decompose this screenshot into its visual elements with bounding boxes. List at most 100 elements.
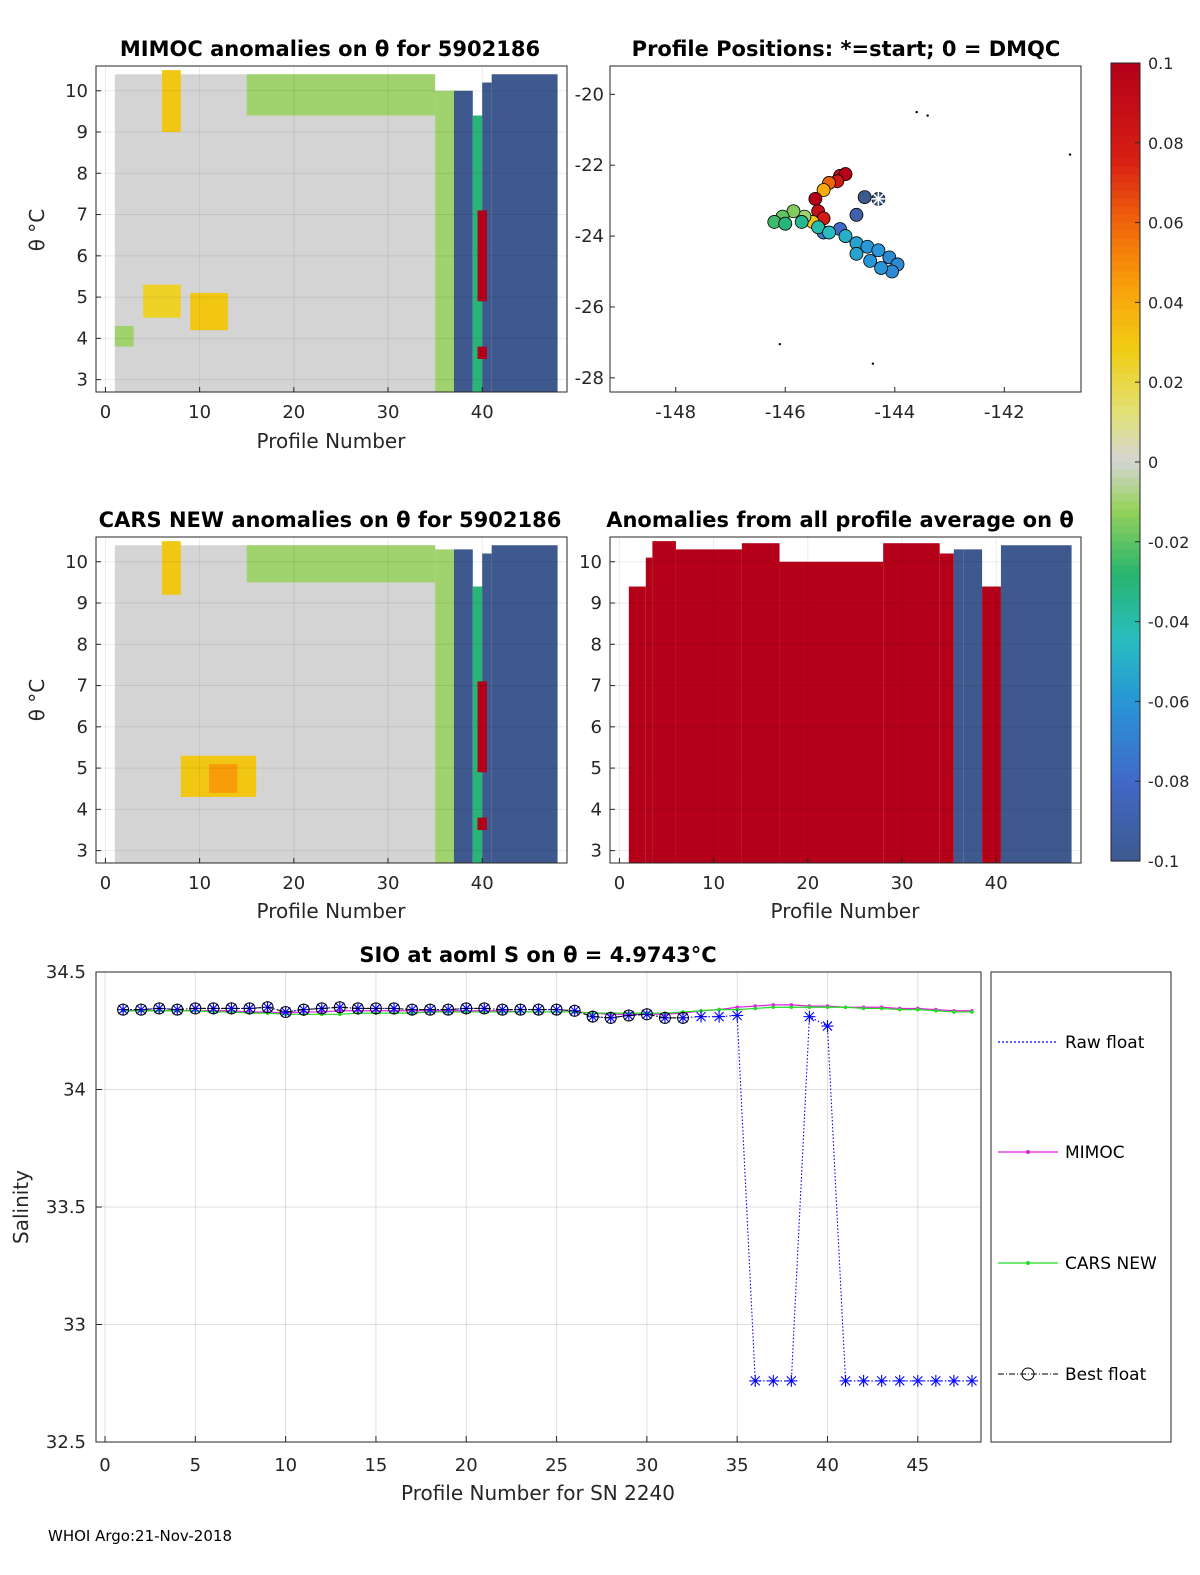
- salinity-point-best: [333, 1001, 346, 1014]
- avg_anom-cell-4: [741, 543, 780, 863]
- cars_anom-xtick-label: 20: [282, 873, 305, 894]
- colorbar-swatch: [1111, 693, 1140, 702]
- colorbar-swatch: [1111, 781, 1140, 790]
- salinity-xtick-label: 25: [545, 1455, 568, 1476]
- salinity-point-raw: [929, 1374, 942, 1387]
- avg_anom-ytick-label: 10: [579, 552, 602, 573]
- avg_anom-cell-8: [953, 549, 964, 863]
- colorbar-swatch: [1111, 645, 1140, 655]
- salinity-raw-stroke: [443, 1004, 454, 1015]
- salinity-xlabel: Profile Number for SN 2240: [401, 1481, 675, 1505]
- avg_anom-xtick-label: 40: [985, 873, 1008, 894]
- colorbar-swatch: [1111, 837, 1140, 846]
- avg_anom-cell-3: [675, 549, 742, 863]
- legend-box: [990, 971, 1172, 1443]
- colorbar-swatch: [1111, 382, 1140, 391]
- colorbar-swatch: [1111, 326, 1140, 335]
- positions-point-2: [849, 207, 864, 222]
- colorbar-swatch: [1111, 302, 1140, 311]
- colorbar-swatch: [1111, 485, 1140, 495]
- colorbar-swatch: [1111, 525, 1140, 535]
- positions-point-29: [874, 261, 888, 275]
- colorbar-swatch: [1111, 398, 1140, 407]
- mimoc_anom-ytick-label: 9: [77, 122, 88, 143]
- mimoc_anom-cell-2: [190, 292, 228, 331]
- colorbar-swatch: [1111, 78, 1140, 88]
- legend-raw: Raw float: [998, 1033, 1145, 1053]
- colorbar-swatch: [1111, 541, 1140, 551]
- colorbar-tick-label: -0.02: [1148, 533, 1189, 552]
- colorbar-swatch: [1111, 749, 1140, 758]
- colorbar-swatch: [1111, 613, 1140, 623]
- colorbar-swatch: [1111, 701, 1140, 710]
- salinity-point-best: [460, 1002, 473, 1015]
- cars_anom-ytick-label: 8: [77, 634, 88, 655]
- salinity-raw-stroke: [587, 1011, 598, 1022]
- salinity-raw-stroke: [732, 1010, 743, 1021]
- mimoc_anom-xtick-label: 30: [377, 402, 400, 423]
- mimoc_anom-cell-12: [477, 346, 487, 359]
- colorbar-tick-label: 0: [1148, 453, 1158, 472]
- positions-ytick-label: -24: [575, 226, 604, 247]
- colorbar-swatch: [1111, 222, 1140, 232]
- salinity-ytick-label: 33.5: [46, 1197, 86, 1218]
- salinity-line-best: [123, 1006, 683, 1019]
- colorbar-swatch: [1111, 773, 1140, 782]
- positions-point-20: [811, 220, 826, 235]
- salinity-ytick-label: 34: [63, 1080, 86, 1101]
- salinity-point-best: [243, 1002, 256, 1015]
- cars_anom-cell-11: [477, 817, 487, 830]
- avg_anom-xtick-label: 0: [614, 873, 625, 894]
- colorbar-tick-label: -0.1: [1148, 852, 1179, 871]
- cars_anom-cell-10: [477, 681, 487, 773]
- cars_anom-ytick-label: 6: [77, 717, 88, 738]
- positions-start-marker: [871, 191, 886, 206]
- mimoc_anom-cell-4: [114, 325, 134, 347]
- colorbar-swatch: [1111, 805, 1140, 814]
- positions-point-19: [794, 215, 809, 229]
- salinity-point-best: [225, 1002, 238, 1015]
- colorbar-swatch: [1111, 733, 1140, 742]
- colorbar-swatch: [1111, 166, 1140, 176]
- mimoc_anom-ytick-label: 10: [65, 81, 88, 102]
- salinity-point-best: [279, 1005, 292, 1018]
- colorbar-tick-label: -0.06: [1148, 692, 1189, 711]
- positions-point-25: [871, 243, 886, 258]
- salinity-line-cars: [123, 1006, 972, 1015]
- salinity-raw-stroke: [190, 1003, 201, 1014]
- colorbar-swatch: [1111, 469, 1140, 479]
- positions-point-10: [808, 191, 823, 206]
- salinity-xtick-label: 30: [635, 1455, 658, 1476]
- colorbar-swatch: [1111, 214, 1140, 224]
- salinity-raw-stroke: [786, 1376, 797, 1386]
- salinity-point-best: [315, 1002, 328, 1015]
- salinity-point-raw: [803, 1010, 816, 1023]
- mimoc_anom-cell-6: [435, 90, 454, 392]
- colorbar-tick-label: -0.04: [1148, 613, 1189, 632]
- colorbar-swatch: [1111, 230, 1140, 240]
- salinity-point-best: [496, 1003, 509, 1016]
- cars-title: CARS NEW anomalies on θ for 5902186: [99, 508, 562, 532]
- colorbar-swatch: [1111, 366, 1140, 375]
- salinity-point-raw: [965, 1374, 978, 1387]
- mimoc_anom-ytick-label: 4: [77, 328, 88, 349]
- avg_anom-cell-6: [883, 543, 940, 863]
- salinity-point-best: [586, 1010, 599, 1023]
- salinity-point-best: [171, 1003, 184, 1016]
- salinity-point-raw: [911, 1374, 924, 1387]
- positions-ytick-label: -20: [575, 84, 604, 105]
- cars_anom-ytick-label: 7: [77, 676, 88, 697]
- positions-point-9: [816, 183, 831, 197]
- salinity-point-cars: [861, 1006, 866, 1011]
- mimoc_anom-cell-5: [246, 74, 436, 116]
- footer-stamp: WHOI Argo:21-Nov-2018: [48, 1527, 232, 1545]
- cars_anom-ytick-label: 9: [77, 593, 88, 614]
- positions-point-22: [838, 229, 853, 243]
- cars_anom-ytick-label: 5: [77, 758, 88, 779]
- colorbar-tick-label: 0.08: [1148, 134, 1184, 153]
- colorbar-swatch: [1111, 70, 1140, 80]
- salinity-xtick-label: 5: [190, 1455, 201, 1476]
- mimoc_anom-xtick-label: 10: [188, 402, 211, 423]
- avg_anom-cell-5: [779, 561, 884, 863]
- positions-coast-dot: [871, 362, 875, 365]
